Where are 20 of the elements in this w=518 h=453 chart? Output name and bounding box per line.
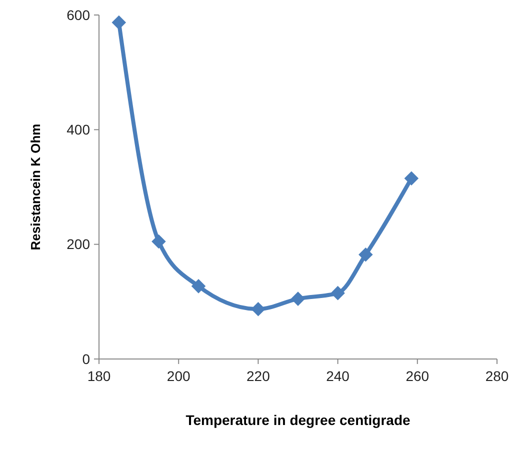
x-tick-label: 220 xyxy=(246,368,270,384)
y-axis-title: Resistancein K Ohm xyxy=(28,124,43,250)
x-axis-title: Temperature in degree centigrade xyxy=(186,412,411,428)
point xyxy=(112,15,126,30)
point xyxy=(330,286,345,300)
x-tick-label: 240 xyxy=(326,368,350,384)
point xyxy=(290,292,306,306)
y-tick-label: 400 xyxy=(66,122,90,138)
point xyxy=(191,279,206,294)
point xyxy=(251,302,266,316)
y-tick-label: 0 xyxy=(82,350,90,367)
x-tick-label: 200 xyxy=(166,368,190,384)
x-tick-label: 180 xyxy=(87,368,111,384)
y-tick-label: 200 xyxy=(66,236,90,252)
x-tick-label: 260 xyxy=(406,368,430,384)
x-tick-label: 280 xyxy=(485,368,509,384)
point xyxy=(358,248,373,262)
point xyxy=(152,234,166,249)
y-tick-label: 600 xyxy=(66,6,90,23)
point xyxy=(404,171,419,186)
